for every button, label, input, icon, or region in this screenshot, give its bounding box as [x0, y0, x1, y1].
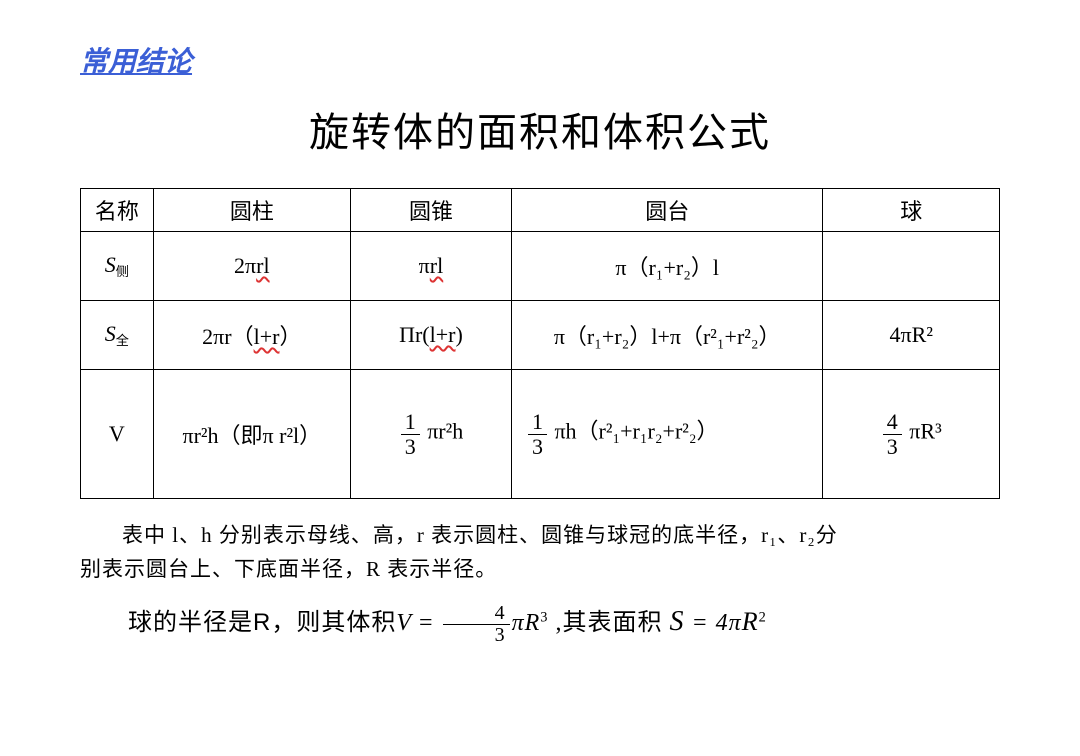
row-label-s-side: S侧 [81, 232, 154, 301]
th-frustum: 圆台 [511, 189, 823, 232]
cell-sphere-full: 4πR² [823, 301, 1000, 370]
row-total-surface: S全 2πr（l+r） Πr(l+r) π（r₁+r₂）l+π（r²₁+r²₂）… [81, 301, 1000, 370]
formula-table: 名称 圆柱 圆锥 圆台 球 S侧 2πrl πrl π（r₁+r₂）l S全 2… [80, 188, 1000, 499]
cell-sphere-side [823, 232, 1000, 301]
sphere-formula-line: 球的半径是R，则其体积V = 43πR3 ,其表面积 S = 4πR2 [80, 602, 1000, 646]
cell-cone-side: πrl [350, 232, 511, 301]
th-sphere: 球 [823, 189, 1000, 232]
cell-frustum-side: π（r₁+r₂）l [511, 232, 823, 301]
th-name: 名称 [81, 189, 154, 232]
cell-cyl-vol: πr²h（即π r²l） [153, 370, 350, 499]
cell-cyl-side: 2πrl [153, 232, 350, 301]
row-lateral-surface: S侧 2πrl πrl π（r₁+r₂）l [81, 232, 1000, 301]
th-cylinder: 圆柱 [153, 189, 350, 232]
cell-sphere-vol: 43 πR³ [823, 370, 1000, 499]
row-label-s-full: S全 [81, 301, 154, 370]
table-header-row: 名称 圆柱 圆锥 圆台 球 [81, 189, 1000, 232]
cell-cone-vol: 13 πr²h [350, 370, 511, 499]
section-header: 常用结论 [80, 40, 1000, 80]
cell-cyl-full: 2πr（l+r） [153, 301, 350, 370]
cell-cone-full: Πr(l+r) [350, 301, 511, 370]
table-note: 表中 l、h 分别表示母线、高，r 表示圆柱、圆锥与球冠的底半径，r₁、r₂分 … [80, 519, 1000, 586]
cell-frustum-vol: 13 πh（r²₁+r₁r₂+r²₂） [511, 370, 823, 499]
row-label-v: V [81, 370, 154, 499]
cell-frustum-full: π（r₁+r₂）l+π（r²₁+r²₂） [511, 301, 823, 370]
page-title: 旋转体的面积和体积公式 [80, 100, 1000, 158]
th-cone: 圆锥 [350, 189, 511, 232]
row-volume: V πr²h（即π r²l） 13 πr²h 13 πh（r²₁+r₁r₂+r²… [81, 370, 1000, 499]
